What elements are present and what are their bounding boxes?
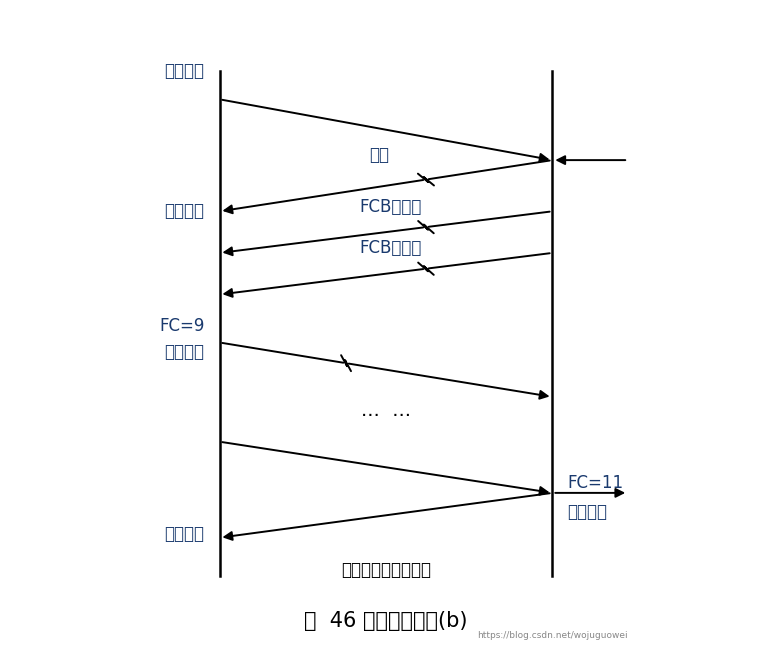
- Text: FC=9: FC=9: [159, 317, 205, 336]
- Text: 链路确认: 链路确认: [164, 526, 205, 543]
- Text: 继续新的初始化过程: 继续新的初始化过程: [341, 561, 431, 579]
- Text: https://blog.csdn.net/wojuguowei: https://blog.csdn.net/wojuguowei: [477, 631, 628, 640]
- Text: 干扰: 干扰: [369, 146, 389, 163]
- Text: 图  46 通信恢复过程(b): 图 46 通信恢复过程(b): [304, 611, 468, 631]
- Text: 请求链路: 请求链路: [567, 503, 608, 521]
- Text: 主站命令: 主站命令: [164, 62, 205, 80]
- Text: FCB不翻转: FCB不翻转: [360, 198, 422, 215]
- Text: FCB不翻转: FCB不翻转: [360, 239, 422, 257]
- Text: 请求链路: 请求链路: [164, 343, 205, 361]
- Text: 超时重发: 超时重发: [164, 202, 205, 220]
- Text: FC=11: FC=11: [567, 474, 624, 492]
- Text: ···  ···: ··· ···: [361, 407, 411, 426]
